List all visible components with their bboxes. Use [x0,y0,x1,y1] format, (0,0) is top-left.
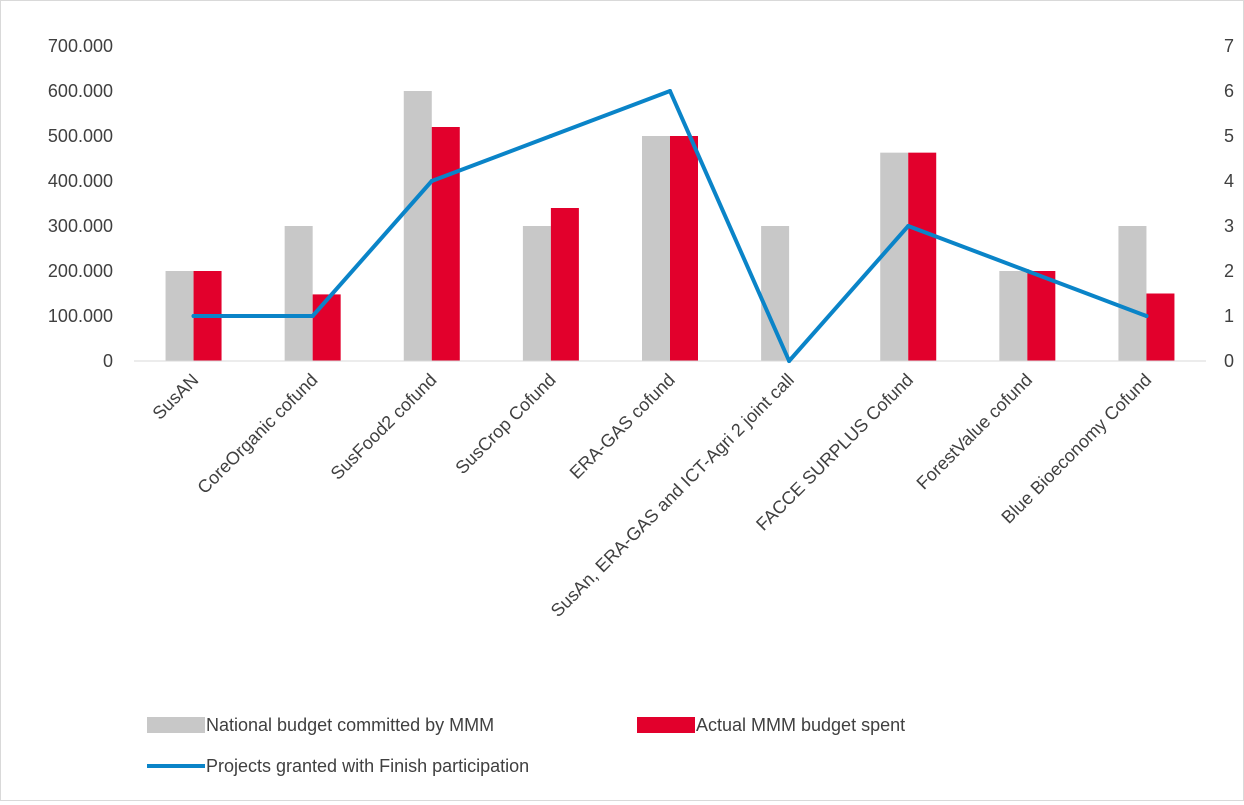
right-axis-ticks: 0 1 2 3 4 5 6 7 [1224,36,1234,371]
bar-national-budget [165,271,194,361]
bar-national-budget [1118,226,1147,361]
bar-actual-spent [1027,271,1056,361]
line-point [668,89,672,93]
legend-swatch [147,717,205,733]
category-label: ForestValue cofund [913,370,1037,494]
line-point [429,179,434,183]
bar-actual-spent [908,152,937,361]
line-point [191,314,196,318]
bar-actual-spent [431,127,460,361]
right-tick-label: 7 [1224,36,1234,56]
left-tick-label: 400.000 [48,171,113,191]
category-label: SusCrop Cofund [451,370,559,478]
line-point [548,134,553,138]
right-tick-label: 6 [1224,81,1234,101]
right-tick-label: 5 [1224,126,1234,146]
left-axis-ticks: 0 100.000 200.000 300.000 400.000 500.000 600.… [48,36,113,371]
bar-actual-spent [550,208,579,361]
legend-label: Actual MMM budget spent [696,715,905,735]
bar-national-budget [403,91,432,361]
line-point [310,314,315,318]
line-point [787,359,792,363]
left-tick-label: 0 [103,351,113,371]
line-series [191,89,1149,363]
bar-national-budget [880,152,909,361]
right-tick-label: 4 [1224,171,1234,191]
left-tick-label: 500.000 [48,126,113,146]
bar-national-budget [642,136,670,361]
legend-label: Projects granted with Finish participati… [206,756,529,776]
line-point [906,224,911,228]
legend-swatch [637,717,695,733]
category-label: SusAN [149,370,203,424]
bar-actual-spent [1146,293,1175,361]
left-tick-label: 200.000 [48,261,113,281]
bar-actual-spent [312,294,341,361]
bar-marks [165,91,1175,361]
left-tick-label: 700.000 [48,36,113,56]
left-tick-label: 300.000 [48,216,113,236]
right-tick-label: 1 [1224,306,1234,326]
line-point [1144,314,1149,318]
line-point [1025,269,1030,273]
left-tick-label: 600.000 [48,81,113,101]
left-tick-label: 100.000 [48,306,113,326]
right-tick-label: 0 [1224,351,1234,371]
right-tick-label: 3 [1224,216,1234,236]
category-label: SusAn, ERA-GAS and ICT-Agri 2 joint call [547,370,798,621]
bar-national-budget [999,271,1028,361]
category-label: ERA-GAS cofund [566,370,679,483]
bar-actual-spent [670,136,698,361]
right-tick-label: 2 [1224,261,1234,281]
category-label: SusFood2 cofund [327,370,441,484]
bar-national-budget [284,226,313,361]
bar-national-budget [761,226,790,361]
bar-national-budget [522,226,551,361]
legend: National budget committed by MMM Actual M… [147,715,905,776]
category-label: CoreOrganic cofund [193,370,321,498]
legend-label: National budget committed by MMM [206,715,494,735]
